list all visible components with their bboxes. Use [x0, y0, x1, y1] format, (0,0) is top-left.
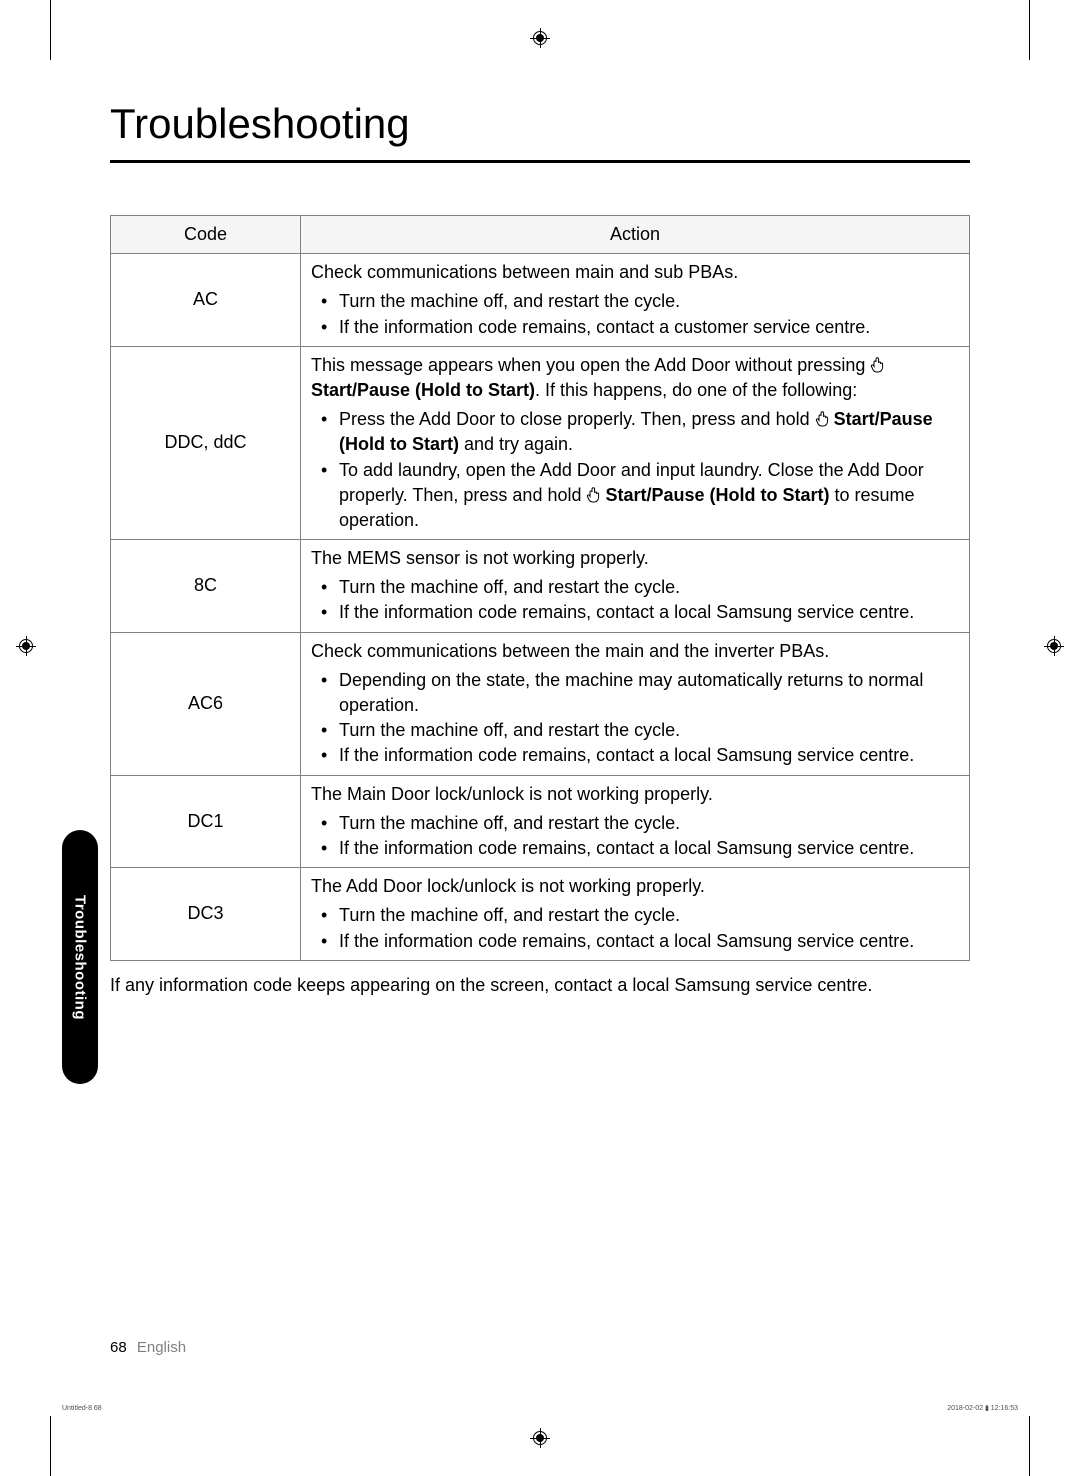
action-cell: The Add Door lock/unlock is not working … [301, 868, 970, 961]
print-meta-right: 2018-02-02 ▮ 12:16:53 [947, 1404, 1018, 1412]
code-cell: 8C [111, 540, 301, 633]
code-cell: DDC, ddC [111, 346, 301, 539]
action-list: Turn the machine off, and restart the cy… [311, 575, 959, 625]
action-intro: The Main Door lock/unlock is not working… [311, 782, 959, 807]
crop-mark [1029, 0, 1030, 60]
action-list-item: Press the Add Door to close properly. Th… [311, 407, 959, 457]
table-row: AC6 Check communications between the main… [111, 632, 970, 775]
table-row: DC1 The Main Door lock/unlock is not work… [111, 775, 970, 868]
crop-mark [50, 1416, 51, 1476]
crop-mark [1029, 1416, 1030, 1476]
action-list: Press the Add Door to close properly. Th… [311, 407, 959, 533]
troubleshooting-table: Code Action AC Check communications betwe… [110, 215, 970, 961]
action-cell: The Main Door lock/unlock is not working… [301, 775, 970, 868]
registration-mark-icon [530, 1428, 550, 1448]
action-list-item: Turn the machine off, and restart the cy… [311, 903, 959, 928]
action-intro: The MEMS sensor is not working properly. [311, 546, 959, 571]
table-header-row: Code Action [111, 216, 970, 254]
page-title: Troubleshooting [110, 100, 970, 163]
action-list-item: If the information code remains, contact… [311, 836, 959, 861]
header-action: Action [301, 216, 970, 254]
action-list-item: Turn the machine off, and restart the cy… [311, 718, 959, 743]
action-list: Turn the machine off, and restart the cy… [311, 811, 959, 861]
table-row: 8CThe MEMS sensor is not working properl… [111, 540, 970, 633]
action-list-item: If the information code remains, contact… [311, 929, 959, 954]
hand-hold-icon [870, 355, 884, 371]
code-cell: DC1 [111, 775, 301, 868]
action-list-item: If the information code remains, contact… [311, 315, 959, 340]
action-cell: Check communications between main and su… [301, 254, 970, 347]
crop-mark [50, 0, 51, 60]
registration-mark-icon [530, 28, 550, 48]
action-list-item: Depending on the state, the machine may … [311, 668, 959, 718]
print-meta-left: Untitled-8 68 [62, 1405, 102, 1412]
table-row: DC3 The Add Door lock/unlock is not worki… [111, 868, 970, 961]
table-row: AC Check communications between main and … [111, 254, 970, 347]
action-cell: Check communications between the main an… [301, 632, 970, 775]
page-footer: 68 English [110, 1339, 186, 1356]
registration-mark-icon [1044, 636, 1064, 656]
section-side-tab: Troubleshooting [62, 830, 98, 1084]
action-list-item: If the information code remains, contact… [311, 600, 959, 625]
action-intro: This message appears when you open the A… [311, 353, 959, 403]
action-list-item: If the information code remains, contact… [311, 743, 959, 768]
action-list-item: Turn the machine off, and restart the cy… [311, 575, 959, 600]
code-cell: AC [111, 254, 301, 347]
footnote-text: If any information code keeps appearing … [110, 973, 970, 998]
code-cell: AC6 [111, 632, 301, 775]
action-intro: Check communications between the main an… [311, 639, 959, 664]
table-row: DDC, ddCThis message appears when you op… [111, 346, 970, 539]
page-number: 68 [110, 1339, 127, 1356]
action-list-item: To add laundry, open the Add Door and in… [311, 458, 959, 534]
hand-hold-icon [815, 409, 829, 425]
action-intro: Check communications between main and su… [311, 260, 959, 285]
code-cell: DC3 [111, 868, 301, 961]
action-list-item: Turn the machine off, and restart the cy… [311, 811, 959, 836]
page-content: Troubleshooting Code Action AC Check comm… [110, 100, 970, 1376]
action-cell: This message appears when you open the A… [301, 346, 970, 539]
action-list: Turn the machine off, and restart the cy… [311, 289, 959, 339]
hand-hold-icon [586, 485, 600, 501]
action-list: Depending on the state, the machine may … [311, 668, 959, 769]
action-cell: The MEMS sensor is not working properly.… [301, 540, 970, 633]
action-list: Turn the machine off, and restart the cy… [311, 903, 959, 953]
header-code: Code [111, 216, 301, 254]
page-language: English [137, 1339, 186, 1356]
registration-mark-icon [16, 636, 36, 656]
action-list-item: Turn the machine off, and restart the cy… [311, 289, 959, 314]
side-tab-label: Troubleshooting [72, 895, 89, 1020]
action-intro: The Add Door lock/unlock is not working … [311, 874, 959, 899]
